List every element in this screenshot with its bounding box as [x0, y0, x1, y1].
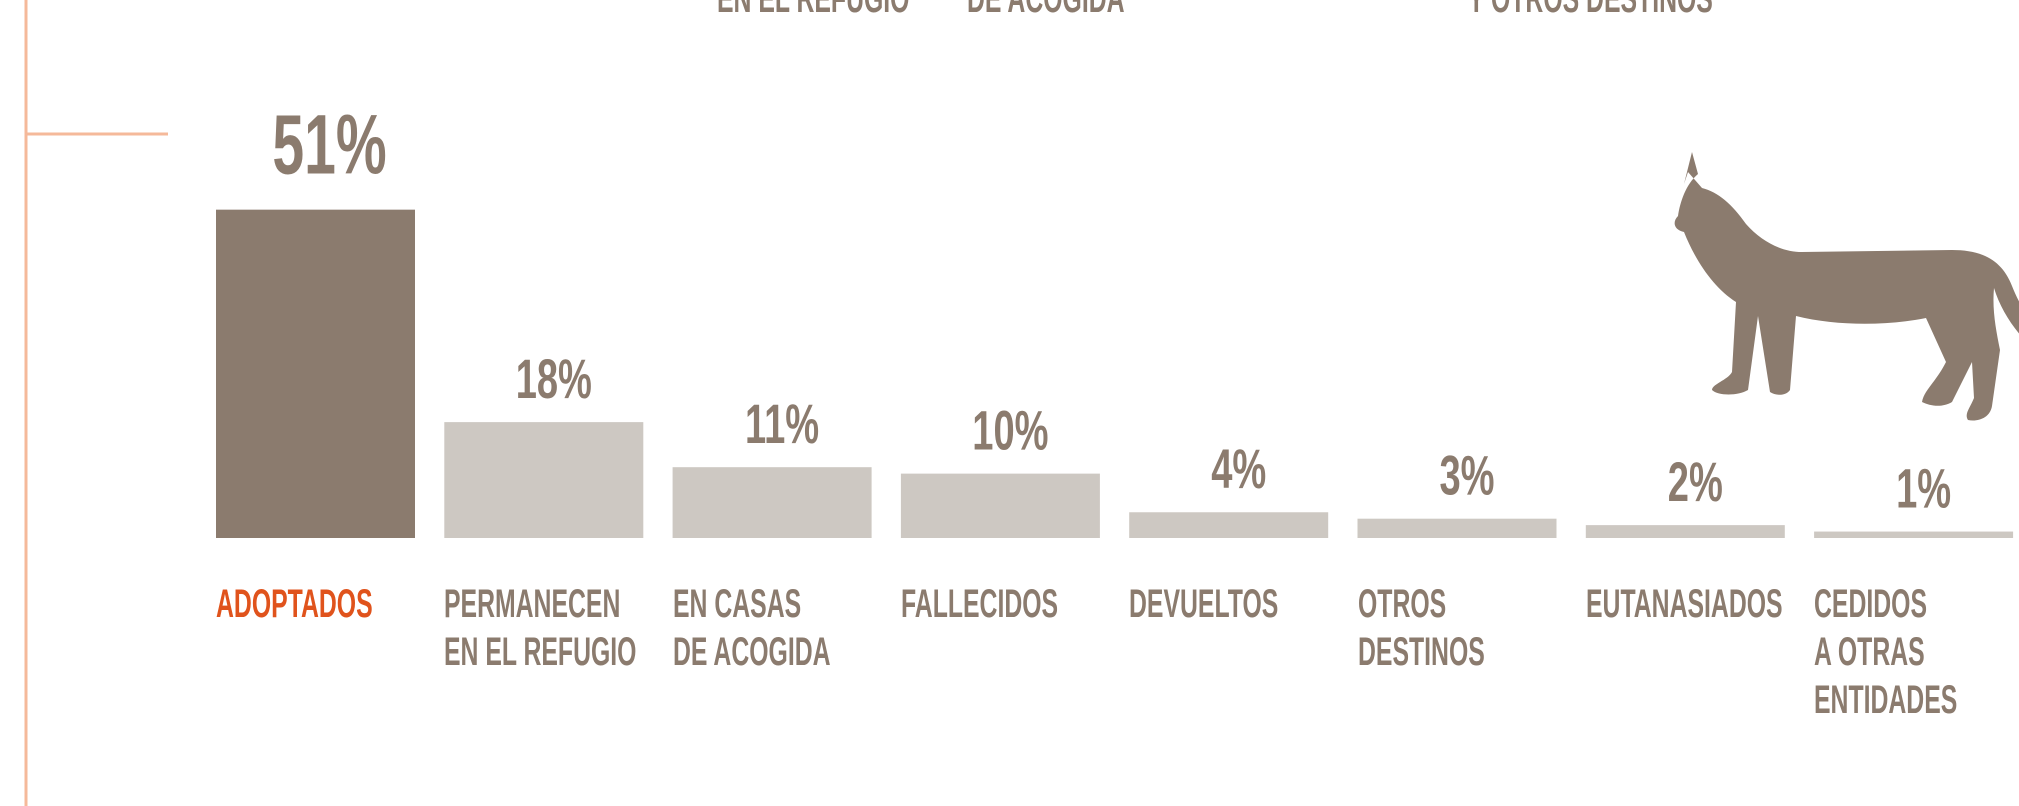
value-label: 10%: [972, 401, 1048, 463]
bar: [216, 210, 415, 538]
header-label: Y OTROS DESTINOS: [1468, 0, 1713, 23]
category-label: PERMANECEN EN EL REFUGIO: [444, 580, 636, 676]
chart: 51% 18% 11% 10% 4% 3% 2% 1%: [0, 0, 2019, 806]
cat-silhouette: [1675, 152, 2019, 420]
value-label: 4%: [1211, 439, 1266, 501]
bar: [673, 467, 872, 538]
bar: [1129, 512, 1328, 538]
header-label: EN EL REFUGIO: [717, 0, 909, 23]
category-label: FALLECIDOS: [901, 580, 1058, 628]
bar: [901, 474, 1100, 538]
value-label: 3%: [1439, 446, 1494, 508]
bar: [444, 422, 643, 538]
value-label: 18%: [516, 349, 592, 411]
bar: [1358, 519, 1557, 538]
category-label: CEDIDOS A OTRAS ENTIDADES: [1814, 580, 1957, 724]
category-label: OTROS DESTINOS: [1358, 580, 1485, 676]
category-label: EUTANASIADOS: [1586, 580, 1783, 628]
infographic: 51% 18% 11% 10% 4% 3% 2% 1% EN EL REFUGIO DE ACO…: [0, 0, 2019, 806]
value-label: 11%: [745, 394, 819, 456]
value-label: 2%: [1668, 452, 1723, 514]
category-label: ADOPTADOS: [216, 580, 373, 628]
bar: [1814, 532, 2013, 538]
header-label: DE ACOGIDA: [967, 0, 1125, 23]
category-label: DEVUELTOS: [1129, 580, 1278, 628]
value-label: 51%: [272, 99, 386, 193]
bar: [1586, 525, 1785, 538]
value-label: 1%: [1896, 458, 1951, 520]
category-label: EN CASAS DE ACOGIDA: [673, 580, 831, 676]
